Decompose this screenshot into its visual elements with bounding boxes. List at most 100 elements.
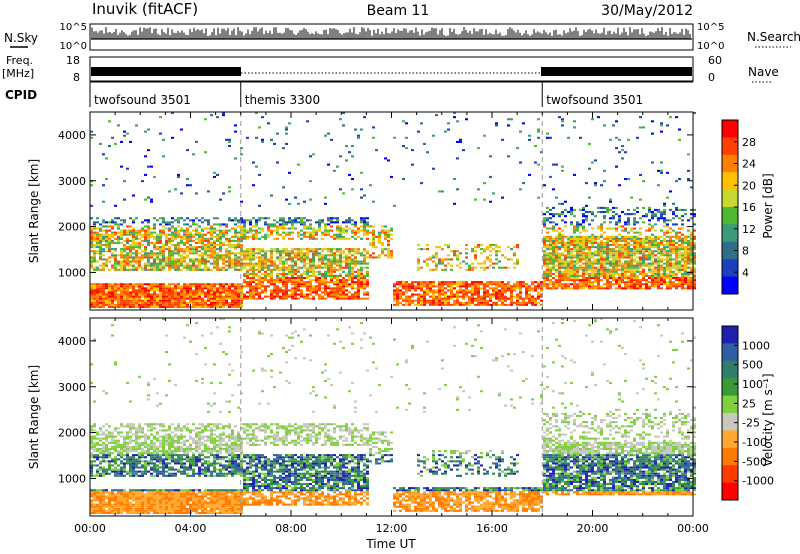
- heatmap-cell: [174, 305, 177, 308]
- heatmap-cell: [438, 295, 441, 298]
- heatmap-cell: [330, 248, 333, 251]
- heatmap-cell: [336, 229, 339, 232]
- heatmap-cell: [333, 254, 336, 257]
- heatmap-cell: [153, 246, 156, 249]
- heatmap-cell: [237, 305, 240, 308]
- heatmap-cell: [657, 252, 660, 255]
- heatmap-cell: [330, 254, 333, 257]
- heatmap-cell: [177, 231, 180, 234]
- heatmap-cell: [474, 254, 477, 257]
- heatmap-cell: [486, 303, 489, 306]
- heatmap-cell: [552, 287, 555, 290]
- heatmap-cell: [144, 256, 147, 259]
- heatmap-cell: [186, 256, 189, 259]
- heatmap-cell: [216, 305, 219, 308]
- heatmap-cell: [243, 229, 246, 232]
- heatmap-cell: [513, 301, 516, 304]
- heatmap-cell: [102, 287, 105, 290]
- heatmap-cell: [552, 227, 555, 230]
- heatmap-cell: [195, 268, 198, 271]
- heatmap-cell: [135, 293, 138, 296]
- heatmap-cell: [174, 250, 177, 253]
- heatmap-cell: [648, 264, 651, 267]
- heatmap-cell: [390, 254, 393, 257]
- heatmap-cell: [423, 285, 426, 288]
- heatmap-cell: [228, 244, 231, 247]
- heatmap-cell: [615, 147, 618, 150]
- heatmap-cell: [597, 206, 600, 209]
- heatmap-cell: [450, 283, 453, 286]
- heatmap-cell: [435, 285, 438, 288]
- heatmap-cell: [345, 219, 348, 222]
- heatmap-cell: [321, 291, 324, 294]
- heatmap-cell: [576, 221, 579, 224]
- heatmap-cell: [324, 233, 327, 236]
- heatmap-cell: [270, 297, 273, 300]
- heatmap-cell: [201, 301, 204, 304]
- heatmap-cell: [516, 260, 519, 263]
- heatmap-cell: [327, 233, 330, 236]
- heatmap-cell: [570, 223, 573, 226]
- heatmap-cell: [366, 256, 369, 259]
- heatmap-cell: [333, 291, 336, 294]
- heatmap-cell: [192, 246, 195, 249]
- heatmap-cell: [102, 200, 105, 203]
- heatmap-cell: [249, 219, 252, 222]
- heatmap-cell: [660, 239, 663, 242]
- heatmap-cell: [237, 291, 240, 294]
- heatmap-cell: [369, 241, 372, 244]
- heatmap-cell: [615, 136, 618, 139]
- heatmap-cell: [618, 254, 621, 257]
- heatmap-cell: [216, 254, 219, 257]
- heatmap-cell: [144, 266, 147, 269]
- heatmap-cell: [174, 248, 177, 251]
- heatmap-cell: [552, 281, 555, 284]
- heatmap-cell: [93, 254, 96, 257]
- heatmap-cell: [135, 233, 138, 236]
- heatmap-cell: [477, 244, 480, 247]
- heatmap-cell: [327, 258, 330, 261]
- heatmap-cell: [240, 248, 243, 251]
- heatmap-cell: [144, 235, 147, 238]
- heatmap-cell: [225, 268, 228, 271]
- heatmap-cell: [195, 241, 198, 244]
- heatmap-cell: [387, 239, 390, 242]
- heatmap-cell: [609, 244, 612, 247]
- heatmap-cell: [297, 289, 300, 292]
- heatmap-cell: [345, 266, 348, 269]
- heatmap-cell: [654, 262, 657, 265]
- heatmap-cell: [303, 221, 306, 224]
- heatmap-cell: [198, 297, 201, 300]
- heatmap-cell: [255, 274, 258, 277]
- heatmap-cell: [639, 217, 642, 220]
- heatmap-cell: [441, 268, 444, 271]
- heatmap-cell: [474, 299, 477, 302]
- heatmap-cell: [366, 223, 369, 226]
- heatmap-cell: [363, 285, 366, 288]
- heatmap-cell: [582, 268, 585, 271]
- heatmap-cell: [135, 124, 138, 127]
- heatmap-cell: [132, 295, 135, 298]
- heatmap-cell: [333, 277, 336, 280]
- heatmap-cell: [231, 293, 234, 296]
- heatmap-cell: [222, 256, 225, 259]
- heatmap-cell: [207, 260, 210, 263]
- heatmap-cell: [417, 262, 420, 265]
- heatmap-cell: [198, 258, 201, 261]
- heatmap-cell: [651, 252, 654, 255]
- heatmap-cell: [252, 272, 255, 275]
- heatmap-cell: [210, 237, 213, 240]
- heatmap-cell: [291, 231, 294, 234]
- heatmap-cell: [642, 260, 645, 263]
- heatmap-cell: [540, 287, 543, 290]
- heatmap-cell: [549, 262, 552, 265]
- heatmap-cell: [312, 252, 315, 255]
- heatmap-cell: [444, 297, 447, 300]
- heatmap-cell: [348, 219, 351, 222]
- heatmap-cell: [168, 246, 171, 249]
- heatmap-cell: [648, 268, 651, 271]
- heatmap-cell: [243, 254, 246, 257]
- heatmap-cell: [105, 291, 108, 294]
- heatmap-cell: [132, 285, 135, 288]
- heatmap-cell: [444, 244, 447, 247]
